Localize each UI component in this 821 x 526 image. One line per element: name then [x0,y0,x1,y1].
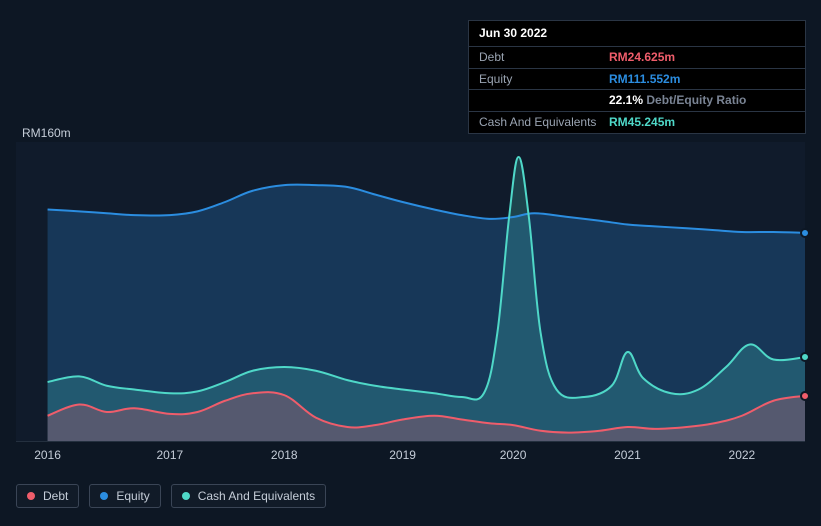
tooltip-row-value: 22.1% Debt/Equity Ratio [609,90,756,111]
tooltip-row-label: Cash And Equivalents [469,112,609,133]
tooltip-row-value: RM45.245m [609,112,685,133]
chart-plot [16,142,805,442]
legend: Debt Equity Cash And Equivalents [16,484,326,508]
tooltip-row: DebtRM24.625m [469,47,805,69]
tooltip-row: EquityRM111.552m [469,69,805,91]
x-tick: 2016 [34,448,61,462]
legend-swatch [100,492,108,500]
legend-swatch [27,492,35,500]
x-tick: 2017 [156,448,183,462]
debt-end-dot [800,391,810,401]
chart-tooltip: Jun 30 2022 DebtRM24.625mEquityRM111.552… [468,20,806,134]
tooltip-row: 22.1% Debt/Equity Ratio [469,90,805,112]
tooltip-row: Cash And EquivalentsRM45.245m [469,112,805,133]
legend-item-cash-and-equivalents[interactable]: Cash And Equivalents [171,484,326,508]
tooltip-date: Jun 30 2022 [469,21,805,47]
legend-item-equity[interactable]: Equity [89,484,160,508]
x-tick: 2022 [729,448,756,462]
x-tick: 2019 [389,448,416,462]
tooltip-row-label: Equity [469,69,609,90]
tooltip-rows: DebtRM24.625mEquityRM111.552m22.1% Debt/… [469,47,805,133]
x-tick: 2021 [614,448,641,462]
legend-swatch [182,492,190,500]
tooltip-row-value: RM24.625m [609,47,685,68]
equity-end-dot [800,228,810,238]
legend-label: Debt [43,489,68,503]
legend-label: Cash And Equivalents [198,489,315,503]
tooltip-row-value: RM111.552m [609,69,690,90]
x-tick: 2018 [271,448,298,462]
x-tick: 2020 [500,448,527,462]
y-axis-top-label: RM160m [22,126,71,140]
legend-item-debt[interactable]: Debt [16,484,79,508]
tooltip-row-label: Debt [469,47,609,68]
legend-label: Equity [116,489,149,503]
cash-end-dot [800,352,810,362]
tooltip-row-label [469,90,609,111]
